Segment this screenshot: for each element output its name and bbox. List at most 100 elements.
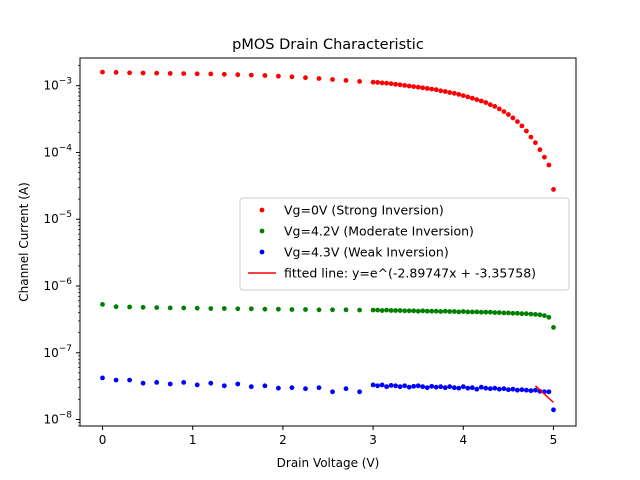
data-point: [483, 385, 489, 391]
x-tick-label: 2: [279, 433, 287, 447]
y-tick-label: 10−6: [43, 277, 72, 293]
legend: Vg=0V (Strong Inversion) Vg=4.2V (Moderat…: [239, 197, 570, 291]
data-point: [316, 76, 322, 81]
data-point: [397, 308, 403, 313]
y-tick-label: 10−7: [43, 344, 72, 360]
data-point: [447, 90, 453, 95]
data-point: [388, 81, 394, 87]
data-point: [140, 304, 146, 310]
data-point: [370, 382, 376, 388]
data-point: [546, 389, 552, 395]
data-point: [181, 305, 187, 311]
legend-box: [239, 197, 570, 291]
data-point: [411, 84, 417, 89]
data-point: [438, 309, 444, 314]
data-point: [483, 100, 489, 105]
data-point: [460, 384, 466, 390]
data-point: [496, 386, 502, 392]
data-point: [393, 81, 398, 87]
data-point: [483, 309, 489, 315]
data-point: [474, 386, 480, 392]
data-point: [451, 309, 457, 314]
data-point: [429, 383, 435, 389]
data-point: [447, 309, 453, 314]
data-point: [379, 308, 385, 313]
data-point: [551, 407, 556, 413]
data-point: [330, 307, 335, 313]
data-point: [375, 80, 380, 85]
data-point: [492, 310, 498, 315]
plot-frame: [79, 57, 577, 427]
data-point: [208, 380, 214, 386]
data-point: [519, 123, 525, 129]
data-point: [442, 308, 448, 314]
legend-marker: [259, 207, 265, 213]
data-point: [465, 385, 471, 391]
data-point: [496, 310, 502, 315]
x-axis: 0 1 2 3 4 5: [99, 426, 558, 447]
data-point: [221, 306, 227, 311]
data-point: [487, 386, 493, 392]
data-point: [406, 308, 412, 314]
data-point: [469, 95, 475, 101]
data-point: [542, 313, 547, 318]
data-point: [478, 98, 484, 104]
data-point: [113, 70, 119, 75]
data-point: [140, 70, 146, 76]
data-point: [465, 309, 471, 315]
data-point: [289, 307, 295, 312]
data-point: [433, 87, 439, 93]
x-tick-label: 5: [550, 433, 558, 447]
data-point: [262, 306, 268, 312]
data-point: [424, 86, 430, 91]
data-point: [515, 310, 520, 316]
data-point: [289, 385, 295, 391]
legend-entry: Vg=4.3V (Weak Inversion): [284, 245, 449, 260]
data-point: [221, 383, 227, 389]
data-point: [402, 383, 408, 389]
series-3: [534, 385, 555, 404]
y-axis-label: Channel Current (A): [17, 182, 31, 302]
data-point: [235, 72, 241, 78]
data-point: [519, 387, 525, 393]
data-point: [194, 71, 200, 77]
data-point: [506, 387, 511, 393]
x-tick-label: 3: [369, 433, 377, 447]
data-point: [424, 308, 430, 314]
data-point: [343, 386, 349, 392]
data-point: [487, 309, 493, 315]
data-point: [388, 308, 394, 313]
data-point: [388, 383, 394, 388]
data-point: [524, 128, 529, 134]
y-tick-label: 10−4: [43, 143, 72, 159]
data-point: [469, 309, 475, 315]
data-point: [276, 306, 281, 312]
data-point: [276, 385, 281, 391]
data-point: [127, 377, 132, 383]
data-point: [154, 70, 160, 76]
data-point: [208, 71, 214, 77]
data-point: [303, 386, 308, 392]
data-point: [127, 304, 132, 310]
data-point: [154, 305, 160, 310]
data-point: [451, 90, 457, 96]
data-point: [181, 380, 187, 385]
data-point: [343, 78, 349, 83]
data-point: [546, 314, 552, 320]
data-point: [492, 104, 498, 109]
data-point: [465, 94, 471, 100]
data-point: [487, 102, 493, 108]
data-point: [248, 384, 254, 390]
data-point: [113, 304, 119, 310]
data-point: [533, 312, 538, 317]
data-point: [551, 187, 556, 192]
data-point: [424, 385, 430, 391]
data-point: [533, 140, 538, 146]
y-tick-label: 10−3: [43, 77, 72, 93]
data-point: [330, 77, 335, 82]
data-point: [438, 384, 444, 390]
y-tick-label: 10−5: [43, 210, 72, 226]
data-point: [420, 384, 426, 390]
data-point: [420, 308, 426, 314]
